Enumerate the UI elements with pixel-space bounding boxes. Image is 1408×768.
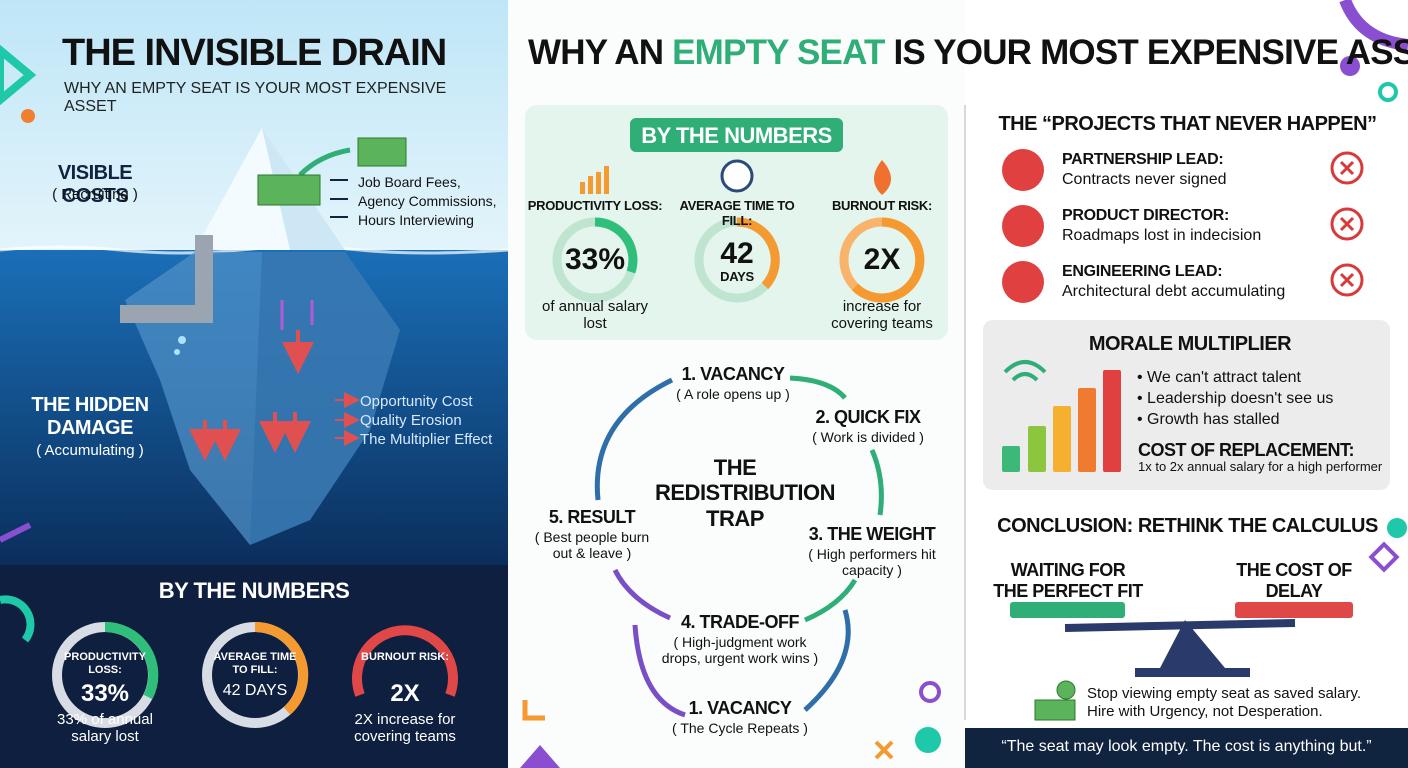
stat-label: AVERAGE TIME TO FILL: xyxy=(213,651,297,676)
stat-value: 33% xyxy=(564,243,626,276)
title-highlight: EMPTY SEAT xyxy=(672,33,885,72)
cycle-step: 2. QUICK FIX xyxy=(815,407,921,427)
quote: “The seat may look empty. The cost is an… xyxy=(1001,738,1372,755)
section-note: ( Recruiting ) xyxy=(52,186,138,203)
cost-title: COST OF REPLACEMENT: xyxy=(1138,440,1355,460)
cycle-step: 1. VACANCY xyxy=(688,698,792,718)
damage-item: Opportunity Cost xyxy=(360,393,473,410)
cost-text: 1x to 2x annual salary for a high perfor… xyxy=(1138,459,1383,474)
stat-caption: 33% of annual salary lost xyxy=(57,711,153,746)
role-desc: Roadmaps lost in indecision xyxy=(1062,227,1262,244)
stat-label: AVERAGE TIME TO FILL: xyxy=(679,198,795,228)
role: PARTNERSHIP LEAD: xyxy=(1062,151,1224,168)
section-label: THE HIDDEN DAMAGE xyxy=(31,394,149,439)
cycle-note: ( Work is divided ) xyxy=(812,429,924,445)
note: Hire with Urgency, not Desperation. xyxy=(1087,703,1323,720)
cycle-step: 1. VACANCY xyxy=(681,364,785,384)
cycle-title: THE REDISTRIBUTION TRAP xyxy=(655,455,836,531)
scale-label: THE COST OF DELAY xyxy=(1236,560,1352,601)
main-title: WHY AN EMPTY SEAT IS YOUR MOST EXPENSIVE… xyxy=(528,33,1408,73)
cycle-note: ( A role opens up ) xyxy=(676,386,790,402)
cycle-note: ( The Cycle Repeats ) xyxy=(672,720,808,736)
role-desc: Contracts never signed xyxy=(1062,171,1227,188)
note: Stop viewing empty seat as saved salary. xyxy=(1087,685,1362,702)
cycle-step: 4. TRADE-OFF xyxy=(681,612,800,632)
title: THE INVISIBLE DRAIN xyxy=(62,32,447,74)
cost-item: Job Board Fees, xyxy=(358,174,461,190)
section-note: ( Accumulating ) xyxy=(36,442,144,459)
stat-label: BURNOUT RISK: xyxy=(361,651,449,663)
section-title: CONCLUSION: RETHINK THE CALCULUS xyxy=(997,515,1378,537)
stat-label: PRODUCTIVITY LOSS: xyxy=(527,198,663,213)
damage-item: The Multiplier Effect xyxy=(360,431,493,448)
role: ENGINEERING LEAD: xyxy=(1062,263,1223,280)
stat-unit: DAYS xyxy=(720,269,754,284)
stat-value: 42 xyxy=(720,237,754,270)
section-title: BY THE NUMBERS xyxy=(641,123,832,148)
title-part: WHY AN xyxy=(528,33,673,72)
damage-item: Quality Erosion xyxy=(360,412,462,429)
cycle-step: 3. THE WEIGHT xyxy=(808,524,936,544)
role-desc: Architectural debt accumulating xyxy=(1062,283,1286,300)
cycle-step: 5. RESULT xyxy=(548,507,636,527)
bullet: Growth has stalled xyxy=(1137,411,1377,429)
scale-label: WAITING FOR THE PERFECT FIT xyxy=(993,560,1143,601)
stat-value: 2X xyxy=(390,680,420,707)
stat-caption: of annual salary lost xyxy=(542,298,648,333)
subtitle: WHY AN EMPTY SEAT IS YOUR MOST EXPENSIVE… xyxy=(64,80,447,116)
stat-label: PRODUCTIVITY LOSS: xyxy=(64,651,146,676)
bullet: We can't attract talent xyxy=(1137,369,1377,387)
stat-caption: increase for covering teams xyxy=(831,298,933,333)
cycle-note: ( Best people burn out & leave ) xyxy=(534,529,650,562)
cycle-note: ( High performers hit capacity ) xyxy=(808,546,936,579)
stat-label: BURNOUT RISK: xyxy=(831,198,933,213)
bullet: Leadership doesn't see us xyxy=(1137,390,1377,408)
stat-caption: 2X increase for covering teams xyxy=(354,711,456,746)
stat-value: 42 DAYS xyxy=(222,682,288,699)
cost-item: Hours Interviewing xyxy=(358,212,474,228)
title-part: IS YOUR MOST EXPENSIVE ASSET xyxy=(884,33,1408,72)
section-title: BY THE NUMBERS xyxy=(158,578,350,603)
cost-item: Agency Commissions, xyxy=(358,193,497,209)
cycle-note: ( High-judgment work drops, urgent work … xyxy=(661,634,819,667)
section-title: MORALE MULTIPLIER xyxy=(1088,333,1292,355)
section-label: VISIBLE COSTS xyxy=(57,162,133,207)
role: PRODUCT DIRECTOR: xyxy=(1062,207,1230,224)
stat-value: 33% xyxy=(80,680,130,707)
stat-value: 2X xyxy=(863,243,901,276)
section-title: THE “PROJECTS THAT NEVER HAPPEN” xyxy=(998,113,1377,135)
